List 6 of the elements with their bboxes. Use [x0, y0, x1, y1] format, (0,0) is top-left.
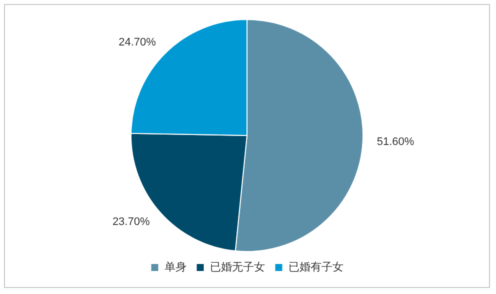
- legend-label: 已婚无子女: [210, 260, 265, 274]
- data-label: 23.70%: [112, 216, 150, 228]
- legend-label: 单身: [164, 260, 186, 274]
- data-label: 24.70%: [118, 36, 156, 49]
- data-label: 51.60%: [376, 136, 414, 148]
- legend-label: 已婚有子女: [288, 260, 344, 274]
